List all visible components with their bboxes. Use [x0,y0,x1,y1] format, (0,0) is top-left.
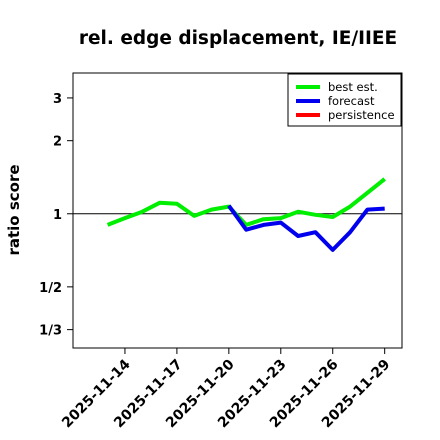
y-tick-label: 2 [53,135,62,150]
y-tick-label: 1/3 [39,324,62,339]
plot-frame [72,72,403,349]
chart-title: rel. edge displacement, IE/IIEE [79,28,397,49]
legend-label: best est. [328,80,378,94]
y-tick-label: 1 [53,208,62,223]
y-axis-label: ratio score [5,164,23,255]
legend-label: persistence [328,108,395,122]
y-tick-label: 3 [53,92,62,107]
series-layer [106,177,386,252]
x-axis: 2025-11-142025-11-172025-11-202025-11-23… [59,348,394,431]
y-tick-label: 1/2 [39,281,62,296]
legend-label: forecast [328,94,375,108]
y-axis: 1/3 1/2 1 2 3 [39,92,73,339]
series-line-forecast [227,204,385,252]
series-line-best-est [106,177,386,227]
